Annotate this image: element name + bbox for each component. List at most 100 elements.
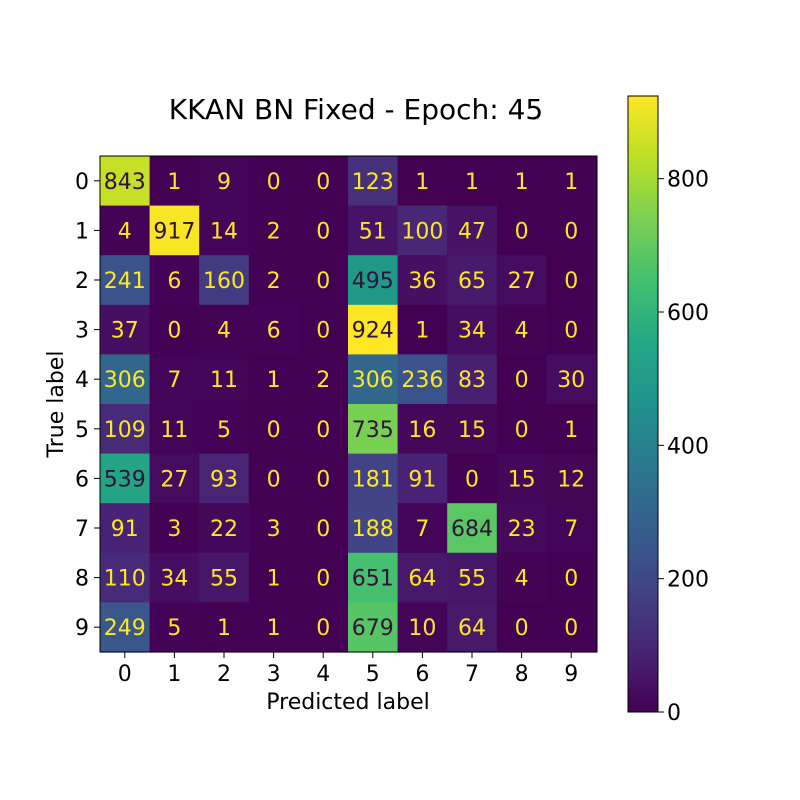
heatmap-cell [397,205,448,256]
heatmap-cell [149,404,200,455]
cell-value-label: 12 [557,467,585,492]
heatmap-cell [348,503,399,554]
heatmap-cell [298,255,349,306]
cell-value-label: 735 [352,418,394,443]
heatmap-cell [447,205,498,256]
heatmap-cell [447,552,498,603]
cell-value-label: 306 [104,368,146,393]
y-axis-label: True label [44,351,69,459]
heatmap-cell [348,255,399,306]
cell-value-label: 0 [564,616,578,641]
cell-value-label: 0 [316,269,330,294]
cell-value-label: 15 [508,467,536,492]
cell-value-label: 51 [359,219,387,244]
x-tick-label: 0 [118,662,132,687]
heatmap-cell [199,156,250,207]
x-tick-label: 8 [515,662,529,687]
heatmap-cell [546,304,597,355]
cell-value-label: 7 [167,368,181,393]
x-tick-label: 1 [167,662,181,687]
heatmap-cell [199,354,250,405]
heatmap-cell [149,205,200,256]
cell-value-label: 651 [352,567,394,592]
y-axis-ticks: 0 1 2 3 4 5 6 7 8 9 [75,170,100,641]
cell-value-label: 1 [515,170,529,195]
heatmap-cell [496,205,547,256]
heatmap-cell [546,602,597,653]
heatmap-cell [100,255,151,306]
heatmap-cell [149,503,200,554]
cell-value-label: 1 [267,616,281,641]
heatmap-cell [397,552,448,603]
cell-value-label: 0 [465,467,479,492]
cell-value-label: 14 [210,219,238,244]
colorbar-tick-label: 600 [667,301,709,326]
x-tick-label: 5 [366,662,380,687]
heatmap-cell [348,602,399,653]
cell-value-label: 495 [352,269,394,294]
cell-value-label: 1 [267,368,281,393]
cell-value-label: 55 [210,567,238,592]
heatmap-cell [100,552,151,603]
cell-value-label: 0 [316,467,330,492]
heatmap-cell [348,205,399,256]
heatmap-cell [348,404,399,455]
heatmap-cell [298,453,349,504]
cell-value-label: 1 [217,616,231,641]
cell-value-label: 1 [465,170,479,195]
cell-value-label: 36 [408,269,436,294]
heatmap-cell [447,602,498,653]
cell-value-label: 2 [267,269,281,294]
heatmap-cell [248,404,299,455]
heatmap-cell [397,602,448,653]
heatmap-cell [348,304,399,355]
cell-value-label: 23 [508,517,536,542]
heatmap-cell [546,255,597,306]
cell-value-label: 27 [508,269,536,294]
heatmap-cell [248,255,299,306]
cell-value-label: 47 [458,219,486,244]
cell-value-label: 109 [104,418,146,443]
cell-value-label: 100 [401,219,443,244]
heatmap-cell [496,156,547,207]
y-tick-label: 1 [75,219,89,244]
heatmap-cell [447,354,498,405]
cell-value-label: 0 [167,319,181,344]
y-tick-label: 5 [75,418,89,443]
heatmap-cell [298,354,349,405]
cell-value-label: 5 [167,616,181,641]
heatmap-cell [199,304,250,355]
heatmap-cell [100,602,151,653]
cell-value-label: 249 [104,616,146,641]
heatmap-cell [298,602,349,653]
colorbar-tick-label: 0 [667,701,681,726]
heatmap-cell [199,404,250,455]
cell-value-label: 55 [458,567,486,592]
cell-value-label: 4 [515,567,529,592]
heatmap-cell [546,205,597,256]
cell-value-label: 0 [267,418,281,443]
heatmap-cell [397,453,448,504]
heatmap-cell [149,602,200,653]
x-tick-label: 7 [465,662,479,687]
cell-value-label: 83 [458,368,486,393]
heatmap-cell [546,156,597,207]
cell-value-label: 1 [167,170,181,195]
heatmap-cell [298,404,349,455]
colorbar-tick-label: 200 [667,568,709,593]
y-tick-label: 2 [75,269,89,294]
heatmap-cell [397,304,448,355]
cell-value-label: 181 [352,467,394,492]
cell-value-label: 91 [408,467,436,492]
cell-value-label: 236 [401,368,443,393]
cell-value-label: 188 [352,517,394,542]
cell-value-label: 34 [458,319,486,344]
cell-value-label: 27 [160,467,188,492]
y-tick-label: 3 [75,319,89,344]
heatmap-cell [298,503,349,554]
cell-value-label: 4 [118,219,132,244]
cell-value-label: 924 [352,319,394,344]
heatmap-cell [447,255,498,306]
